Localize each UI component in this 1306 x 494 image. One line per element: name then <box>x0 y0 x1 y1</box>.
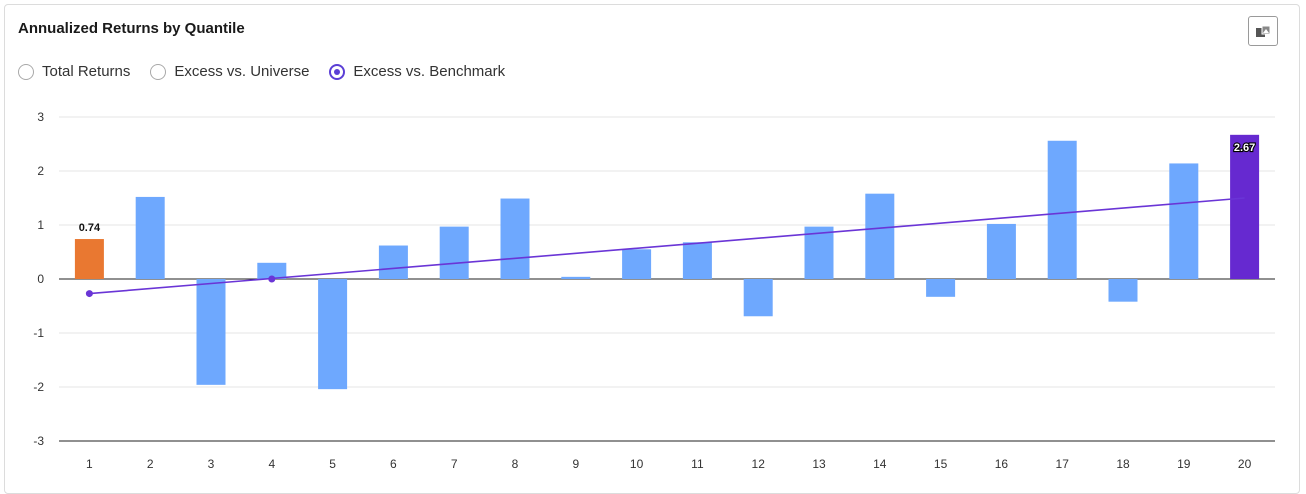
x-tick-label: 3 <box>208 457 215 471</box>
y-tick-label: 2 <box>37 164 44 178</box>
bar-18 <box>1108 279 1138 302</box>
y-tick-label: -2 <box>33 380 44 394</box>
x-tick-label: 5 <box>329 457 336 471</box>
bar-4 <box>257 262 287 279</box>
bar-15 <box>926 279 956 297</box>
radio-label: Excess vs. Universe <box>174 63 310 80</box>
export-button[interactable] <box>1248 16 1278 46</box>
y-tick-label: -1 <box>33 326 44 340</box>
radio-total-returns[interactable]: Total Returns <box>18 63 130 80</box>
x-tick-label: 12 <box>752 457 766 471</box>
y-tick-label: -3 <box>33 434 44 448</box>
x-tick-label: 1 <box>86 457 93 471</box>
chart-card <box>4 4 1300 494</box>
radio-button[interactable] <box>150 63 167 80</box>
bar-8 <box>500 198 530 279</box>
bar-6 <box>378 245 408 279</box>
x-tick-label: 10 <box>630 457 644 471</box>
bar-11 <box>682 242 712 279</box>
bar-12 <box>743 279 773 317</box>
bar-5 <box>318 279 348 390</box>
bar-19 <box>1169 163 1199 279</box>
trend-marker <box>85 290 93 298</box>
x-tick-label: 8 <box>512 457 519 471</box>
x-tick-label: 18 <box>1116 457 1130 471</box>
trend-marker <box>268 275 276 283</box>
x-tick-label: 6 <box>390 457 397 471</box>
x-tick-label: 14 <box>873 457 887 471</box>
radio-button-selected[interactable] <box>329 63 346 80</box>
bar-13 <box>804 226 834 279</box>
y-tick-label: 0 <box>37 272 44 286</box>
x-tick-label: 15 <box>934 457 948 471</box>
x-tick-label: 9 <box>572 457 579 471</box>
trend-line <box>89 197 1245 295</box>
y-tick-label: 3 <box>37 110 44 124</box>
x-tick-label: 7 <box>451 457 458 471</box>
return-type-radio-group: Total Returns Excess vs. Universe Excess… <box>18 63 525 80</box>
x-tick-label: 4 <box>268 457 275 471</box>
bar-7 <box>439 226 469 279</box>
bar-20 <box>1230 134 1260 279</box>
export-image-icon <box>1256 25 1271 37</box>
bar-16 <box>986 223 1016 279</box>
bar-3 <box>196 279 226 385</box>
radio-label: Excess vs. Benchmark <box>353 63 506 80</box>
x-tick-label: 13 <box>812 457 826 471</box>
chart-title: Annualized Returns by Quantile <box>18 20 245 37</box>
x-tick-label: 19 <box>1177 457 1191 471</box>
y-tick-label: 1 <box>37 218 44 232</box>
radio-label: Total Returns <box>42 63 131 80</box>
x-tick-label: 2 <box>147 457 154 471</box>
x-tick-label: 20 <box>1238 457 1252 471</box>
radio-button[interactable] <box>18 63 34 80</box>
bar-9 <box>561 276 591 279</box>
bar-2 <box>135 196 165 279</box>
x-tick-label: 17 <box>1056 457 1070 471</box>
bar-1 <box>74 239 104 279</box>
bar-17 <box>1047 140 1077 279</box>
data-label: 0.74 <box>79 222 101 234</box>
bar-14 <box>865 193 895 279</box>
x-tick-label: 16 <box>995 457 1009 471</box>
radio-excess-vs-benchmark[interactable]: Excess vs. Benchmark <box>329 63 505 80</box>
bar-10 <box>622 249 652 279</box>
data-label: 2.67 <box>1234 142 1255 154</box>
radio-excess-vs-universe[interactable]: Excess vs. Universe <box>150 63 309 80</box>
x-tick-label: 11 <box>691 457 704 471</box>
